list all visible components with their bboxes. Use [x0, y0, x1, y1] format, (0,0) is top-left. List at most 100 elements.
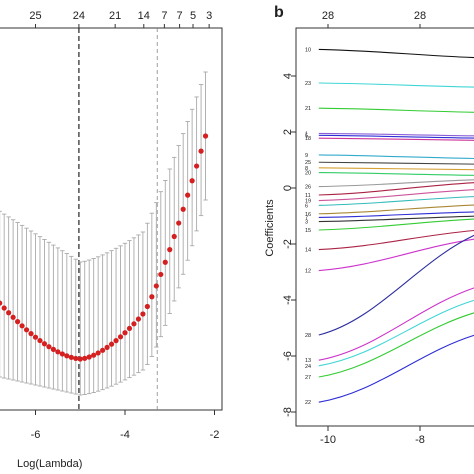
panel-a-cv-point: [149, 294, 155, 300]
panel-b-path-label: 22: [305, 400, 311, 406]
panel-b-path-label: 21: [305, 106, 311, 112]
panel-a-x-tick-label: -4: [120, 429, 130, 441]
panel-a-cv-point: [15, 319, 21, 325]
panel-a-cv-point: [91, 352, 97, 358]
panel-b-path-label: 13: [305, 358, 311, 364]
panel-a-cv-point: [46, 344, 52, 350]
panel-b-top-tick-label: 28: [322, 10, 334, 22]
panel-b-coefficient-path: [318, 154, 474, 160]
panel-b-path-label: 3: [305, 220, 308, 226]
panel-b-coefficient-path: [318, 229, 474, 251]
panel-b-coefficient-path: [318, 167, 474, 171]
panel-b-y-tick-label: 2: [282, 129, 294, 135]
panel-a-cv-point: [108, 341, 115, 347]
panel-a-x-tick-label: -6: [31, 429, 41, 441]
panel-a-cv-point: [153, 283, 159, 289]
panel-b-y-axis-title: Coefficients: [264, 199, 276, 257]
panel-a-cv-point: [37, 337, 43, 344]
panel-b-path-label: 26: [305, 185, 311, 191]
panel-b-letter: b: [274, 4, 284, 21]
panel-b-coefficient-path: [318, 137, 474, 141]
panel-b-coefficient-path: [318, 82, 474, 88]
panel-a-cv-point: [0, 300, 3, 306]
panel-a-cv-point: [68, 354, 74, 360]
panel-b-coefficient-path: [318, 215, 474, 223]
panel-b-coefficient-path: [318, 172, 474, 176]
panel-a-cv-point: [23, 327, 30, 333]
panel-b-y-tick-label: -6: [282, 351, 294, 361]
panel-b-y-tick-label: -4: [282, 295, 294, 305]
panel-a-cv-point: [126, 325, 133, 332]
panel-b-path-label: 11: [305, 193, 311, 199]
panel-b-path-label: 10: [305, 47, 311, 53]
panel-b-coefficient-path: [318, 107, 474, 113]
panel-b-path-label: 16: [305, 212, 311, 218]
panel-a-cv-point: [202, 133, 209, 139]
panel-a-top-tick-label: 21: [109, 10, 121, 22]
panel-a-cv-point: [122, 330, 128, 336]
panel-b-path-label: 19: [305, 199, 311, 205]
panel-b-path-label: 12: [305, 269, 311, 275]
panel-a-cv-point: [167, 247, 173, 253]
panel-a-top-tick-label: 7: [177, 10, 183, 22]
panel-b-y-tick-label: -8: [282, 407, 294, 417]
panel-a-cv-point: [50, 346, 57, 352]
panel-b-coefficient-path: [318, 179, 474, 188]
panel-a-cv-point: [198, 148, 204, 154]
panel-a-cv-point: [95, 350, 101, 356]
panel-a-x-axis-title: Log(Lambda): [17, 458, 82, 470]
panel-a-cv-point: [144, 303, 150, 310]
panel-a-cv-point: [140, 311, 146, 317]
panel-b-coefficient-path: [318, 211, 474, 218]
panel-b-coefficient-path: [318, 189, 474, 202]
panel-b-path-label: 18: [305, 136, 311, 142]
panel-a-top-tick-label: 14: [138, 10, 150, 22]
panel-a-cv-point: [113, 338, 119, 344]
panel-a-cv-point: [73, 355, 79, 362]
panel-b-coefficient-path: [318, 134, 474, 139]
panel-a-cv-point: [176, 220, 182, 226]
panel-a-cv-point: [158, 271, 164, 278]
panel-b-y-tick-label: 0: [282, 185, 294, 191]
panel-a-top-tick-label: 24: [73, 10, 85, 22]
panel-b-path-label: 20: [305, 171, 311, 177]
panel-a-cv-point: [82, 355, 88, 361]
panel-b-path-label: 23: [305, 81, 311, 87]
panel-b-frame: [295, 27, 474, 427]
panel-b-coefficient-path: [318, 48, 474, 59]
panel-b-x-tick-label: -8: [415, 434, 425, 446]
panel-a-top-tick-label: 7: [161, 10, 167, 22]
panel-b-path-label: 5: [305, 133, 308, 139]
panel-a-cv-point: [162, 259, 168, 265]
panel-b-coefficient-path: [318, 161, 474, 165]
panel-b-path-label: 1: [305, 131, 308, 137]
panel-b-path-label: 27: [305, 375, 311, 381]
panel-a-cv-point: [117, 334, 124, 340]
panel-a-cv-point: [41, 341, 48, 347]
panel-b-path-label: 9: [305, 153, 308, 159]
panel-a-cv-point: [104, 344, 110, 351]
panel-b-coefficient-path: [318, 312, 474, 378]
panel-b-coefficient-path: [318, 132, 474, 137]
panel-a-cv-point: [1, 305, 7, 311]
panel-a-cv-point: [185, 192, 191, 198]
panel-a-cv-point: [135, 316, 142, 322]
panel-b-y-tick-label: -2: [282, 239, 294, 249]
panel-a-cv-point: [189, 178, 195, 184]
panel-b-path-label: 14: [305, 248, 311, 254]
panel-a-cv-point: [10, 314, 16, 320]
panel-a-cv-point: [131, 321, 137, 327]
panel-a-top-tick-label: 3: [206, 10, 212, 22]
panel-b-coefficient-path: [318, 287, 474, 361]
panel-a-cv-point: [55, 349, 61, 355]
panel-a-cv-point: [64, 353, 70, 359]
panel-b-path-label: 7: [305, 215, 308, 221]
panel-b-coefficient-path: [318, 182, 474, 196]
panel-b-path-label: 25: [305, 160, 311, 166]
panel-a-cv-point: [6, 310, 12, 316]
panel-a-cv-point: [19, 323, 25, 329]
panel-a-cv-point: [59, 351, 65, 357]
panel-b-y-tick-label: 4: [282, 73, 294, 79]
panel-b-coefficient-path: [318, 299, 474, 367]
